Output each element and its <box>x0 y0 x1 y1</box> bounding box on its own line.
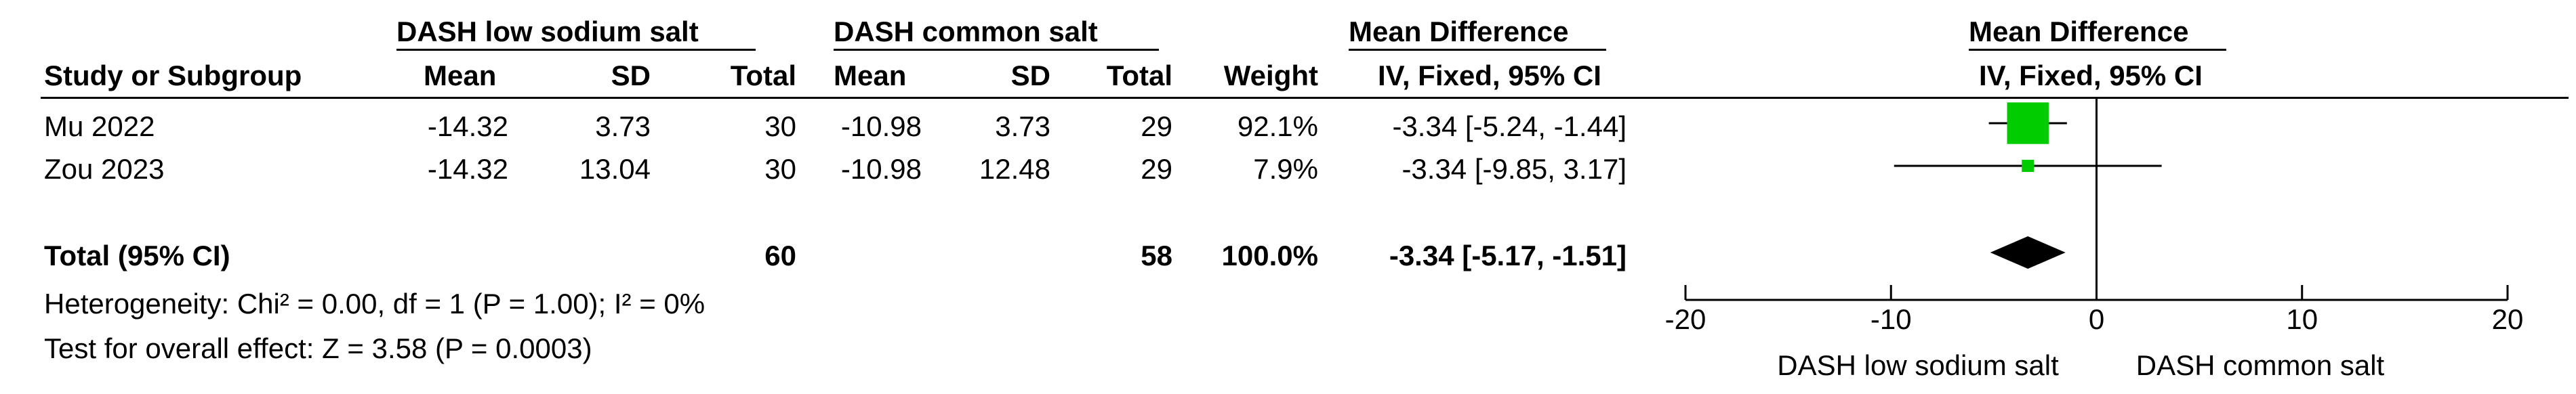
weight-value: 92.1% <box>1237 110 1318 142</box>
study-column-header: Study or Subgroup <box>44 60 302 91</box>
total1-sum: 60 <box>764 240 796 271</box>
x-tick-label: 20 <box>2492 303 2524 335</box>
weight-header: Weight <box>1223 60 1318 91</box>
total2-header: Total <box>1106 60 1172 91</box>
axis-right-label: DASH common salt <box>2135 349 2385 381</box>
x-tick-label: -20 <box>1665 303 1706 335</box>
total1-header: Total <box>730 60 796 91</box>
heterogeneity-text: Heterogeneity: Chi² = 0.00, df = 1 (P = … <box>44 288 706 320</box>
mean2-value: -10.98 <box>840 110 922 142</box>
sd2-value: 3.73 <box>995 110 1050 142</box>
group2-underline <box>834 49 1159 51</box>
mean1-header: Mean <box>424 60 497 91</box>
total2-value: 29 <box>1141 153 1172 185</box>
pooled-diamond <box>1990 236 2066 269</box>
sd1-value: 3.73 <box>595 110 651 142</box>
method-plot-header: IV, Fixed, 95% CI <box>1979 60 2203 91</box>
study-name: Zou 2023 <box>44 153 165 185</box>
ci-value: -3.34 [-5.24, -1.44] <box>1392 110 1627 142</box>
sd1-value: 13.04 <box>579 153 651 185</box>
header-rule <box>41 97 2569 99</box>
group1-underline <box>396 49 756 51</box>
total2-sum: 58 <box>1141 240 1172 271</box>
method-table-header: IV, Fixed, 95% CI <box>1378 60 1601 91</box>
x-tick-label: -10 <box>1870 303 1912 335</box>
md-table-underline <box>1349 49 1606 51</box>
mean2-value: -10.98 <box>840 153 922 185</box>
study-marker <box>2007 102 2049 144</box>
total2-value: 29 <box>1141 110 1172 142</box>
md-table-header: Mean Difference <box>1349 16 1569 47</box>
md-plot-underline <box>1969 49 2226 51</box>
total-ci: -3.34 [-5.17, -1.51] <box>1389 240 1627 271</box>
total1-value: 30 <box>764 153 796 185</box>
sd2-value: 12.48 <box>979 153 1050 185</box>
md-plot-header: Mean Difference <box>1969 16 2189 47</box>
group2-header: DASH common salt <box>834 16 1098 47</box>
study-name: Mu 2022 <box>44 110 155 142</box>
group1-header: DASH low sodium salt <box>396 16 699 47</box>
x-tick-label: 0 <box>2089 303 2104 335</box>
overall-effect-text: Test for overall effect: Z = 3.58 (P = 0… <box>44 332 592 364</box>
weight-value: 7.9% <box>1253 153 1318 185</box>
axis-left-label: DASH low sodium salt <box>1777 349 2059 381</box>
mean1-value: -14.32 <box>427 153 508 185</box>
x-tick-label: 10 <box>2286 303 2318 335</box>
mean1-value: -14.32 <box>427 110 508 142</box>
total-weight: 100.0% <box>1221 240 1318 271</box>
total-label: Total (95% CI) <box>44 240 230 271</box>
total1-value: 30 <box>764 110 796 142</box>
sd1-header: SD <box>611 60 651 91</box>
mean2-header: Mean <box>834 60 907 91</box>
study-marker <box>2022 160 2035 172</box>
ci-value: -3.34 [-9.85, 3.17] <box>1402 153 1627 185</box>
sd2-header: SD <box>1010 60 1050 91</box>
